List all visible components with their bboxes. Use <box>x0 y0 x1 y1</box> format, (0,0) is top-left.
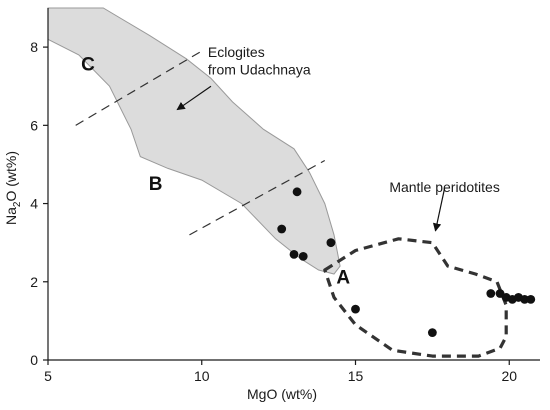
x-tick-label-20: 20 <box>501 368 517 384</box>
data-point-5 <box>326 238 336 248</box>
mantle-peridotite-field <box>323 237 508 358</box>
data-point-13 <box>520 294 530 304</box>
y-tick-label-0: 0 <box>30 352 38 368</box>
y-axis-title-subscript: 2 <box>12 201 23 207</box>
field-layer <box>47 7 508 358</box>
y-axis-title: Na2O (wt%) <box>3 151 23 225</box>
data-point-7 <box>427 328 437 338</box>
zone-divider-line-1 <box>75 50 203 126</box>
data-point-3 <box>289 250 299 259</box>
y-tick-label-8: 8 <box>30 39 38 55</box>
x-tick-label-10: 10 <box>194 368 210 384</box>
data-point-14 <box>526 294 536 304</box>
data-point-6 <box>351 304 360 314</box>
zone-divider-line-2 <box>189 160 326 236</box>
y-axis-title-main: Na <box>3 207 19 225</box>
mantle-peridotites-arrow <box>432 187 446 232</box>
data-point-8 <box>486 289 496 298</box>
label-eclogites-line2: from Udachnaya <box>208 61 311 77</box>
x-tick-label-15: 15 <box>348 368 364 384</box>
axes-layer: 5 10 15 20 0 2 4 6 8 <box>30 8 540 384</box>
divider-layer <box>75 50 326 236</box>
label-eclogites-line1: Eclogites <box>208 44 265 60</box>
y-tick-label-4: 4 <box>30 196 38 212</box>
points-layer <box>277 187 536 338</box>
x-tick-label-5: 5 <box>44 368 52 384</box>
eclogites-arrow <box>176 85 212 111</box>
y-tick-label-2: 2 <box>30 274 38 290</box>
y-tick-label-6: 6 <box>30 117 38 133</box>
label-mantle: Mantle peridotites <box>389 179 500 195</box>
label-zone-a: A <box>336 268 350 289</box>
label-zone-c: C <box>81 55 95 76</box>
y-axis-title-rest: O (wt%) <box>3 151 19 202</box>
eclogite-field-area <box>47 7 341 275</box>
data-point-4 <box>298 251 308 261</box>
data-point-2 <box>277 224 287 234</box>
label-zone-b: B <box>149 174 163 195</box>
data-point-1 <box>292 187 302 197</box>
x-axis-title: MgO (wt%) <box>247 386 317 402</box>
